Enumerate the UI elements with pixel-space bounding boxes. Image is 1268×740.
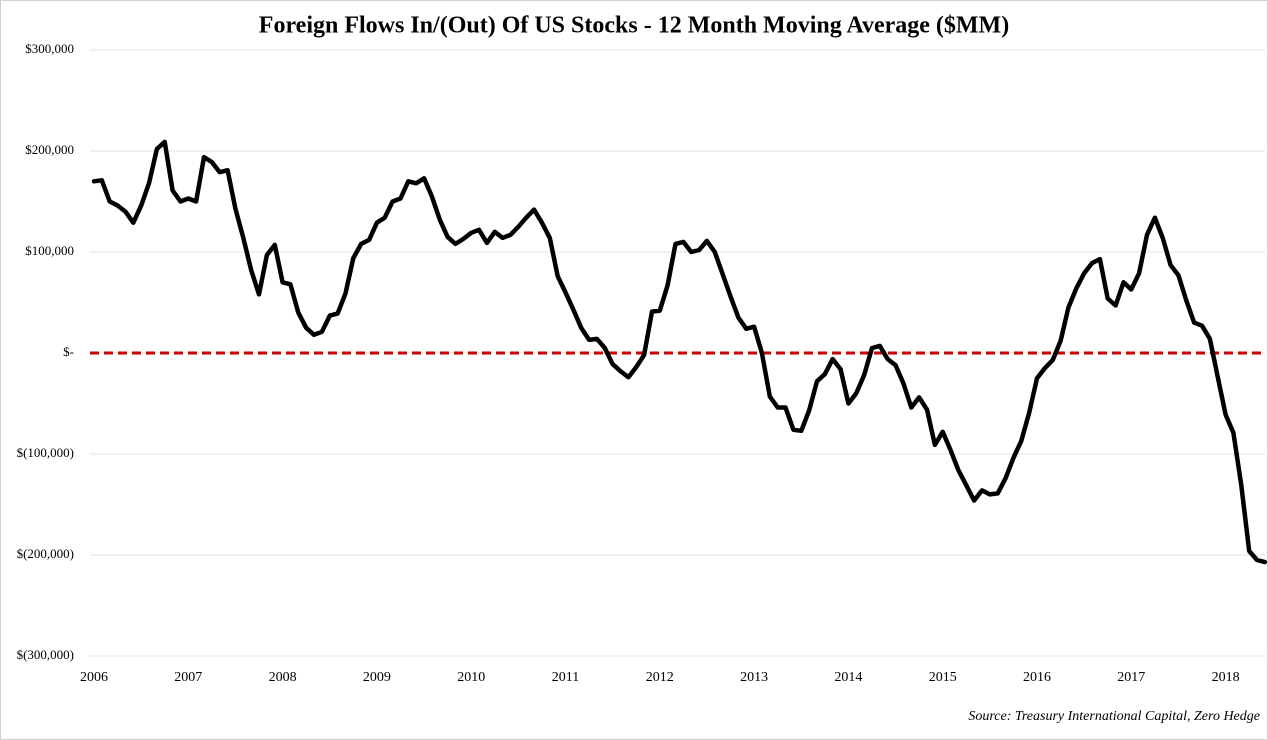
x-tick-label: 2013	[740, 670, 768, 685]
x-tick-label: 2014	[834, 670, 862, 685]
y-tick-label: $-	[63, 344, 74, 359]
data-line	[91, 139, 1268, 565]
source-note: Source: Treasury International Capital, …	[968, 709, 1260, 724]
chart-title: Foreign Flows In/(Out) Of US Stocks - 12…	[259, 13, 1009, 39]
y-tick-label: $300,000	[25, 41, 74, 56]
y-tick-label: $(100,000)	[17, 445, 74, 460]
y-tick-label: $200,000	[25, 142, 74, 157]
x-tick-label: 2016	[1023, 670, 1051, 685]
x-tick-label: 2007	[174, 670, 202, 685]
y-tick-label: $(200,000)	[17, 546, 74, 561]
y-tick-label: $(300,000)	[17, 647, 74, 662]
x-tick-label: 2012	[646, 670, 674, 685]
x-tick-label: 2011	[552, 670, 579, 685]
x-tick-label: 2010	[457, 670, 485, 685]
x-tick-label: 2006	[80, 670, 108, 685]
x-tick-label: 2015	[929, 670, 957, 685]
y-tick-label: $100,000	[25, 243, 74, 258]
x-tick-label: 2018	[1212, 670, 1240, 685]
x-tick-label: 2017	[1117, 670, 1145, 685]
x-tick-label: 2008	[269, 670, 297, 685]
x-tick-label: 2009	[363, 670, 391, 685]
